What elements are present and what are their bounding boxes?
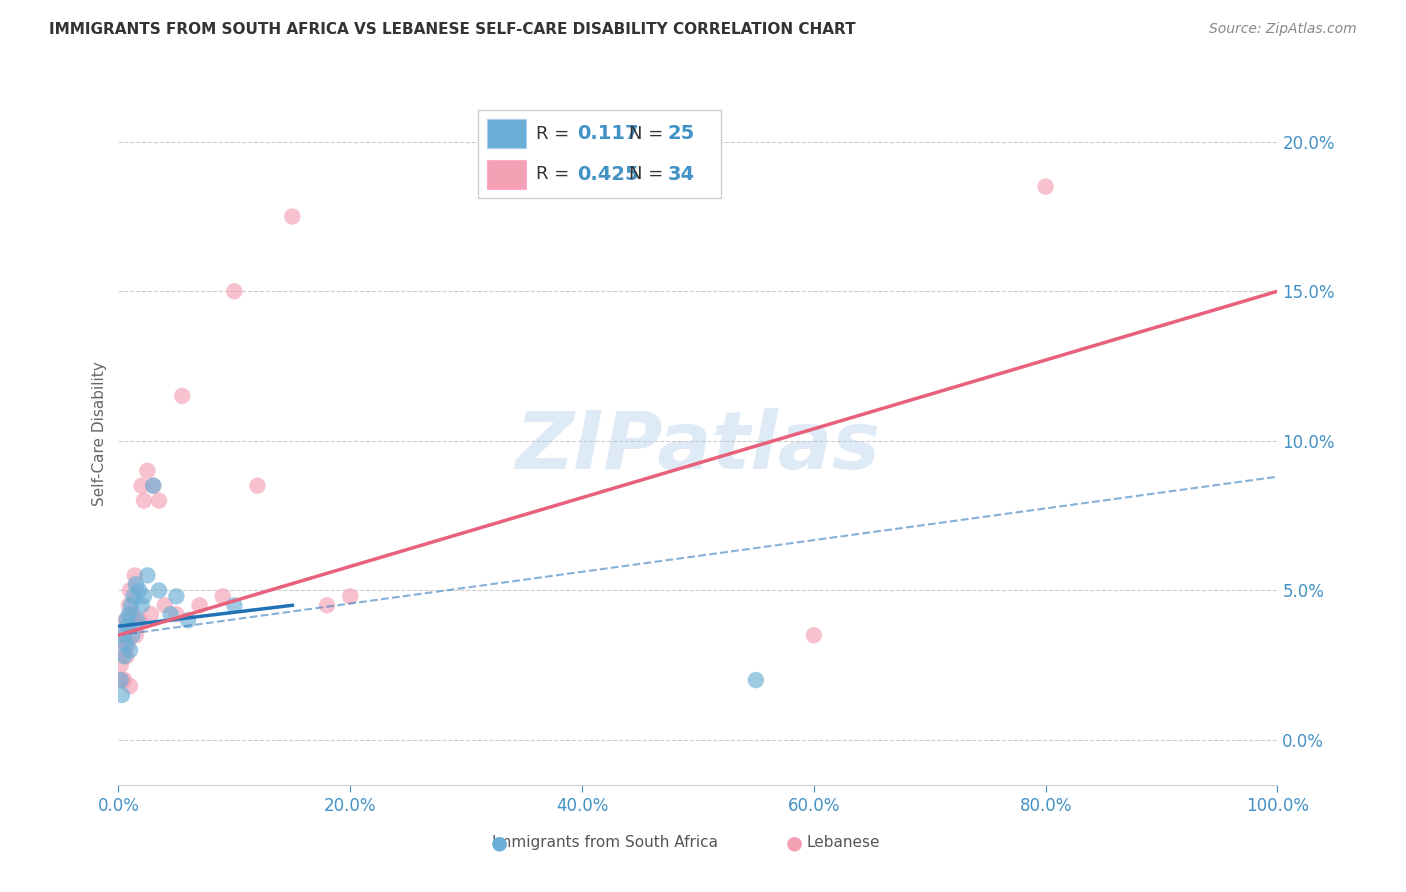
Point: [148, 583, 170, 598]
Point: [125, 619, 148, 633]
Point: [118, 607, 141, 622]
Point: [136, 568, 159, 582]
Point: [131, 599, 153, 613]
Point: [224, 599, 246, 613]
Y-axis label: Self-Care Disability: Self-Care Disability: [93, 361, 107, 506]
Point: [131, 478, 153, 492]
Point: [115, 613, 138, 627]
Point: [122, 590, 145, 604]
Point: [139, 607, 162, 622]
Point: [121, 628, 143, 642]
Point: [172, 389, 194, 403]
Point: [246, 478, 269, 492]
Point: [1035, 179, 1057, 194]
Point: [124, 568, 146, 582]
Point: [112, 643, 135, 657]
Point: [111, 688, 134, 702]
Point: [112, 649, 135, 664]
Point: [112, 628, 135, 642]
Point: [165, 607, 187, 622]
Point: [211, 590, 233, 604]
Point: [114, 613, 136, 627]
Point: [132, 493, 155, 508]
Point: [118, 679, 141, 693]
Point: [111, 673, 134, 687]
Point: [128, 613, 150, 627]
Point: [110, 673, 132, 687]
Point: [153, 599, 176, 613]
Point: [224, 285, 246, 299]
Point: [118, 643, 141, 657]
Point: [142, 478, 165, 492]
Point: [132, 590, 155, 604]
Point: [316, 599, 339, 613]
Text: ZIPatlas: ZIPatlas: [516, 409, 880, 486]
Point: [125, 613, 148, 627]
Point: [803, 628, 825, 642]
Point: [281, 210, 304, 224]
Text: Lebanese: Lebanese: [807, 836, 880, 850]
Point: [177, 613, 200, 627]
Point: [112, 673, 135, 687]
Point: [110, 658, 132, 673]
Point: [118, 599, 141, 613]
Point: [159, 607, 181, 622]
Point: [114, 637, 136, 651]
Point: [745, 673, 768, 687]
Point: [117, 619, 139, 633]
Text: IMMIGRANTS FROM SOUTH AFRICA VS LEBANESE SELF-CARE DISABILITY CORRELATION CHART: IMMIGRANTS FROM SOUTH AFRICA VS LEBANESE…: [49, 22, 856, 37]
Point: [121, 607, 143, 622]
Point: [188, 599, 211, 613]
Text: Source: ZipAtlas.com: Source: ZipAtlas.com: [1209, 22, 1357, 37]
Point: [136, 464, 159, 478]
Text: Immigrants from South Africa: Immigrants from South Africa: [492, 836, 717, 850]
Point: [339, 590, 361, 604]
Text: ●: ●: [786, 833, 803, 853]
Point: [125, 577, 148, 591]
Point: [120, 599, 142, 613]
Point: [142, 478, 165, 492]
Point: [115, 649, 138, 664]
Point: [148, 493, 170, 508]
Point: [125, 628, 148, 642]
Point: [128, 583, 150, 598]
Point: [165, 590, 187, 604]
Text: ●: ●: [491, 833, 508, 853]
Point: [118, 583, 141, 598]
Point: [117, 637, 139, 651]
Point: [112, 628, 135, 642]
